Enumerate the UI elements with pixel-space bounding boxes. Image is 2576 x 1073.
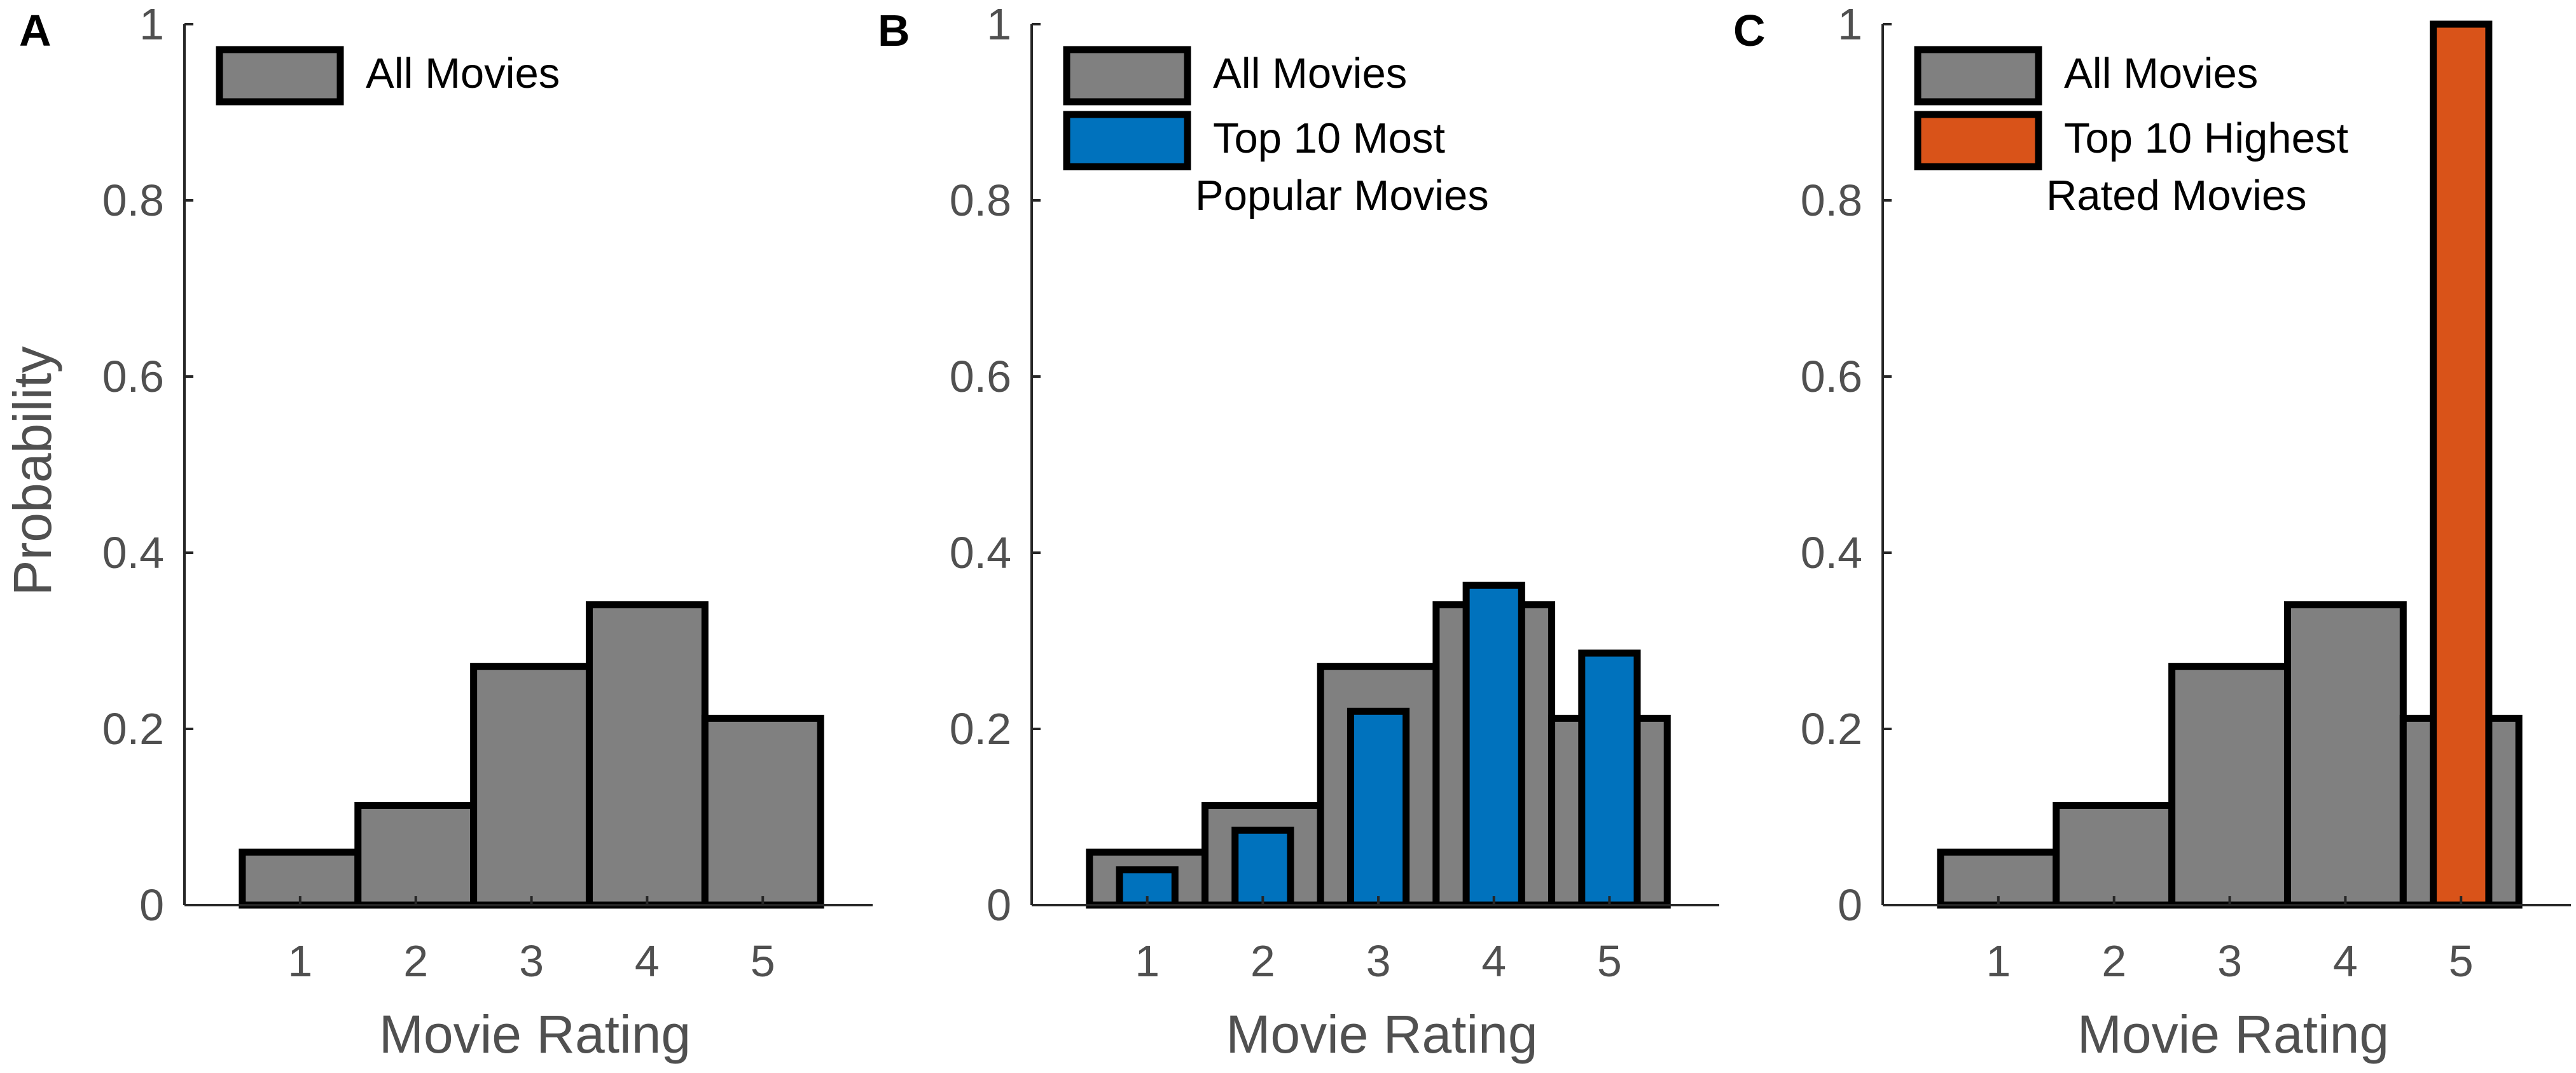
legend-label: Rated Movies (2046, 172, 2307, 219)
x-tick-label: 1 (1986, 936, 2011, 986)
x-axis-label: Movie Rating (379, 1004, 691, 1064)
y-tick-label: 0.6 (950, 352, 1011, 401)
x-tick-label: 4 (2333, 936, 2358, 986)
x-tick-label: 5 (1597, 936, 1622, 986)
legend-label: Popular Movies (1195, 172, 1489, 219)
legend-swatch-all-movies (1914, 46, 2042, 106)
y-tick-label: 0.8 (102, 176, 164, 225)
x-tick-label: 2 (2102, 936, 2126, 986)
y-tick-label: 0.8 (950, 176, 1011, 225)
y-tick-label: 0.4 (102, 528, 164, 578)
y-tick-label: 0.2 (1801, 704, 1862, 754)
legend-swatch-top10 (1063, 111, 1191, 170)
legend-swatch-all-movies (1063, 46, 1191, 106)
legend-label: Top 10 Highest (2064, 114, 2348, 162)
y-tick-label: 0.8 (1801, 176, 1862, 225)
y-tick-label: 0.2 (950, 704, 1011, 754)
y-tick-label: 0.4 (1801, 528, 1862, 578)
bar-all-movies-rating-2 (2053, 801, 2176, 909)
y-tick-label: 0.6 (102, 352, 164, 401)
panel-b: B 0 0.2 0.4 0.6 0.8 1 1 2 3 4 5 Movie Rating All Movi… (878, 0, 1719, 1064)
x-tick-label: 2 (403, 936, 428, 986)
bar-all-movies-rating-5 (701, 714, 824, 909)
x-tick-label: 3 (2217, 936, 2242, 986)
x-tick-label: 3 (1366, 936, 1391, 986)
legend-swatch-top10 (1914, 111, 2042, 170)
x-tick-label: 5 (751, 936, 775, 986)
x-axis-label: Movie Rating (2077, 1004, 2389, 1064)
legend-label: Top 10 Most (1213, 114, 1445, 162)
bar-top10-rating-5 (1578, 649, 1641, 909)
bar-all-movies-rating-3 (470, 663, 593, 909)
legend-label: All Movies (1213, 50, 1407, 97)
x-axis-label: Movie Rating (1226, 1004, 1537, 1064)
y-tick-label: 0 (139, 880, 164, 930)
bar-all-movies-rating-4 (2283, 601, 2407, 909)
bar-top10-rating-4 (1462, 581, 1525, 909)
legend-swatch-all-movies (216, 46, 344, 106)
panel-a: A 0 0.2 0.4 0.6 0.8 1 1 2 3 4 5 Movie Rating Probabil… (3, 0, 873, 1064)
y-axis-label: Probability (3, 346, 62, 595)
y-tick-label: 0.4 (950, 528, 1011, 578)
x-tick-label: 1 (287, 936, 312, 986)
y-tick-label: 1 (139, 0, 164, 49)
legend-label: All Movies (2064, 50, 2258, 97)
panel-c: C 0 0.2 0.4 0.6 0.8 1 1 2 3 4 5 Movie Rating All Movi… (1733, 0, 2571, 1064)
x-tick-label: 3 (519, 936, 544, 986)
x-tick-label: 1 (1135, 936, 1160, 986)
y-tick-label: 1 (1838, 0, 1862, 49)
panel-letter-b: B (878, 6, 910, 55)
y-tick-label: 0.6 (1801, 352, 1862, 401)
x-tick-label: 2 (1250, 936, 1275, 986)
y-tick-label: 0 (987, 880, 1011, 930)
legend-label: All Movies (366, 50, 560, 97)
bar-all-movies-rating-2 (354, 801, 478, 909)
bar-top10-rating-3 (1347, 707, 1410, 909)
y-tick-label: 0.2 (102, 704, 164, 754)
bar-all-movies-rating-3 (2168, 663, 2291, 909)
bar-top10-rating-5 (2430, 20, 2493, 909)
bar-all-movies-rating-4 (585, 601, 709, 909)
panel-letter-a: A (19, 6, 52, 55)
y-tick-label: 1 (987, 0, 1011, 49)
x-tick-label: 4 (635, 936, 660, 986)
panel-letter-c: C (1733, 6, 1766, 55)
x-tick-label: 5 (2449, 936, 2474, 986)
x-tick-label: 4 (1481, 936, 1506, 986)
bar-top10-rating-2 (1231, 826, 1294, 909)
y-tick-label: 0 (1838, 880, 1862, 930)
